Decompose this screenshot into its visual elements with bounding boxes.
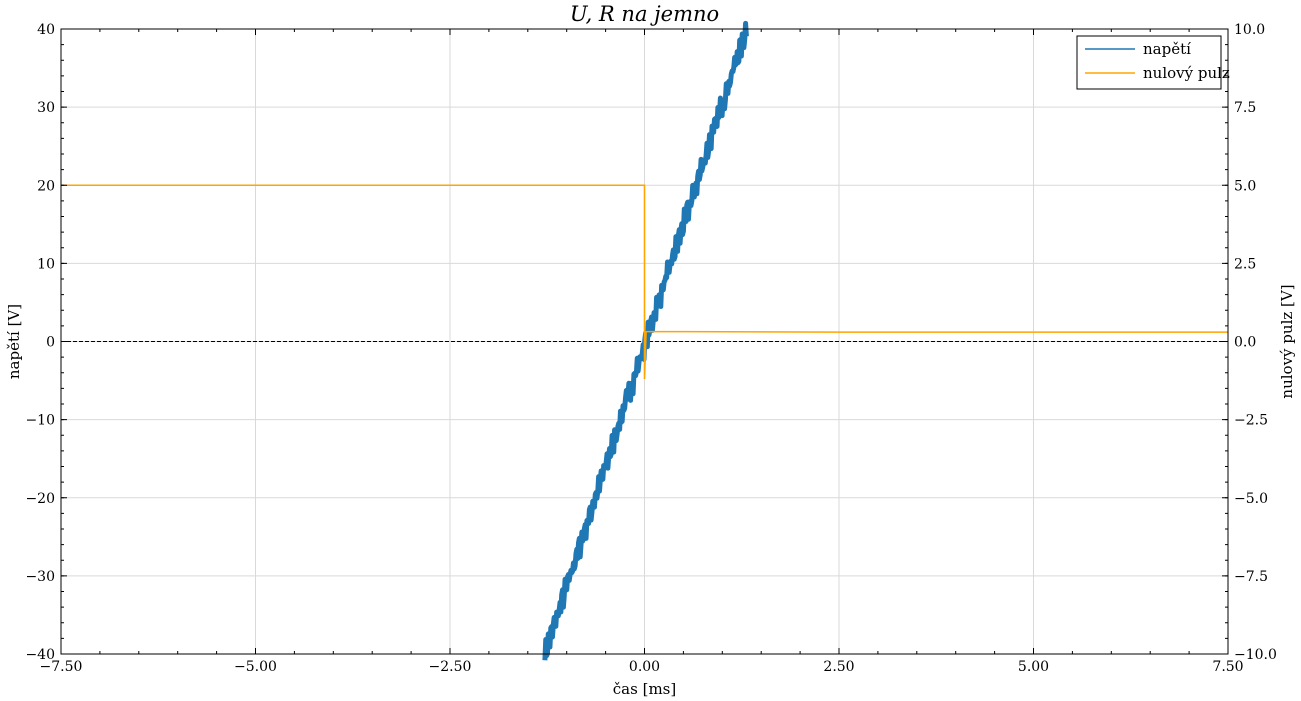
y-tick-label: 10 <box>37 256 55 272</box>
y-right-tick-label: 10.0 <box>1234 22 1265 38</box>
series-line-nulovy-pulz <box>61 184 1228 380</box>
series-2 <box>61 184 1228 380</box>
y-tick-label: 0 <box>46 335 55 351</box>
y-right-tick-label: −5.0 <box>1234 491 1268 507</box>
x-tick-label: 2.50 <box>823 659 854 675</box>
y-axis-label: napětí [V] <box>5 304 23 379</box>
x-tick-label: 7.50 <box>1212 659 1243 675</box>
legend-label: napětí <box>1143 40 1191 58</box>
legend: napětí nulový pulz <box>1076 35 1230 90</box>
y-tick-label: −40 <box>25 647 55 663</box>
legend-box <box>1076 35 1222 90</box>
x-axis-label: čas [ms] <box>613 680 676 698</box>
y-tick-label: 20 <box>37 178 55 194</box>
y-right-tick-label: 7.5 <box>1234 100 1256 116</box>
x-tick-label: −2.50 <box>429 659 472 675</box>
y-tick-label: 30 <box>37 100 55 116</box>
x-tick-label: 5.00 <box>1018 659 1049 675</box>
x-tick-label: 0.00 <box>629 659 660 675</box>
y-tick-label: −30 <box>25 569 55 585</box>
y-tick-label: −10 <box>25 413 55 429</box>
y-right-tick-label: 0.0 <box>1234 335 1256 351</box>
chart-title: U, R na jemno <box>570 2 719 26</box>
y-tick-label: −20 <box>25 491 55 507</box>
y-right-axis-label: nulový pulz [V] <box>1278 284 1296 398</box>
series-layer <box>61 20 1228 661</box>
x-tick-label: −5.00 <box>234 659 277 675</box>
y-right-tick-label: −2.5 <box>1234 413 1268 429</box>
y-right-tick-label: 2.5 <box>1234 256 1256 272</box>
y-tick-label: 40 <box>37 22 55 38</box>
y-right-tick-label: −10.0 <box>1234 647 1277 663</box>
ticks: −7.50 −5.00 −2.50 0.00 2.50 5.00 7.50−40−30−20… <box>25 22 1276 675</box>
x-tick-label: −7.50 <box>40 659 83 675</box>
y-right-tick-label: 5.0 <box>1234 178 1256 194</box>
legend-label: nulový pulz <box>1143 64 1230 82</box>
y-right-tick-label: −7.5 <box>1234 569 1268 585</box>
